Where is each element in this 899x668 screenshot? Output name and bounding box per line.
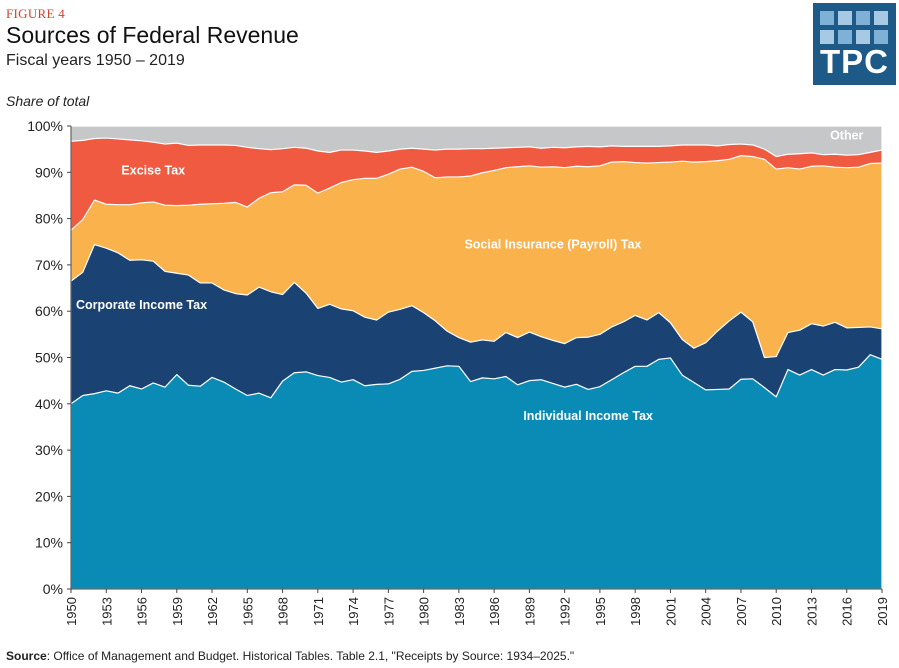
- y-tick-label: 30%: [35, 442, 63, 458]
- x-tick-label: 1989: [522, 597, 537, 626]
- series-label-excise: Excise Tax: [121, 164, 185, 178]
- x-tick-label: 1956: [135, 597, 150, 626]
- y-tick-label: 90%: [35, 164, 63, 180]
- x-tick-label: 1995: [593, 597, 608, 626]
- x-tick-label: 2010: [769, 597, 784, 626]
- y-tick-label: 60%: [35, 303, 63, 319]
- x-tick-label: 1983: [452, 597, 467, 626]
- chart-subtitle: Fiscal years 1950 – 2019: [6, 52, 185, 69]
- tpc-logo: TPC: [813, 3, 896, 85]
- x-tick-label: 1968: [276, 597, 291, 626]
- y-tick-label: 40%: [35, 396, 63, 412]
- series-label-social: Social Insurance (Payroll) Tax: [464, 238, 641, 252]
- x-tick-label: 2019: [875, 597, 890, 626]
- logo-text: TPC: [820, 43, 889, 80]
- source-label: Source: [6, 649, 47, 663]
- y-tick-label: 0%: [43, 581, 63, 597]
- x-tick-label: 1974: [346, 597, 361, 626]
- figure-label: FIGURE 4: [6, 6, 66, 21]
- x-tick-label: 2007: [734, 597, 749, 626]
- y-tick-label: 100%: [27, 118, 63, 134]
- chart-title: Sources of Federal Revenue: [6, 22, 299, 48]
- x-tick-label: 1971: [311, 597, 326, 626]
- y-tick-label: 50%: [35, 350, 63, 366]
- x-tick-label: 1962: [205, 597, 220, 626]
- x-tick-label: 2013: [804, 597, 819, 626]
- area-individual: [70, 354, 883, 590]
- x-tick-label: 1953: [99, 597, 114, 626]
- x-tick-label: 1950: [64, 597, 79, 626]
- x-tick-label: 1977: [381, 597, 396, 626]
- x-tick-label: 1965: [240, 597, 255, 626]
- x-tick-label: 2016: [840, 597, 855, 626]
- x-tick-label: 2001: [663, 597, 678, 626]
- logo-grid-icon: [820, 11, 890, 45]
- x-tick-label: 2004: [699, 597, 714, 626]
- source-text: : Office of Management and Budget. Histo…: [46, 649, 575, 663]
- x-tick-label: 1980: [417, 597, 432, 626]
- series-label-individual: Individual Income Tax: [523, 409, 653, 423]
- y-tick-label: 20%: [35, 488, 63, 504]
- y-tick-label: 80%: [35, 211, 63, 227]
- series-label-other: Other: [830, 128, 863, 142]
- y-axis-title: Share of total: [6, 93, 90, 109]
- y-tick-label: 10%: [35, 535, 63, 551]
- source-note: Source: Office of Management and Budget.…: [6, 649, 574, 663]
- series-label-corporate: Corporate Income Tax: [76, 298, 207, 312]
- x-tick-label: 1959: [170, 597, 185, 626]
- x-tick-label: 1998: [628, 597, 643, 626]
- x-tick-label: 1992: [558, 597, 573, 626]
- y-tick-label: 70%: [35, 257, 63, 273]
- x-tick-label: 1986: [487, 597, 502, 626]
